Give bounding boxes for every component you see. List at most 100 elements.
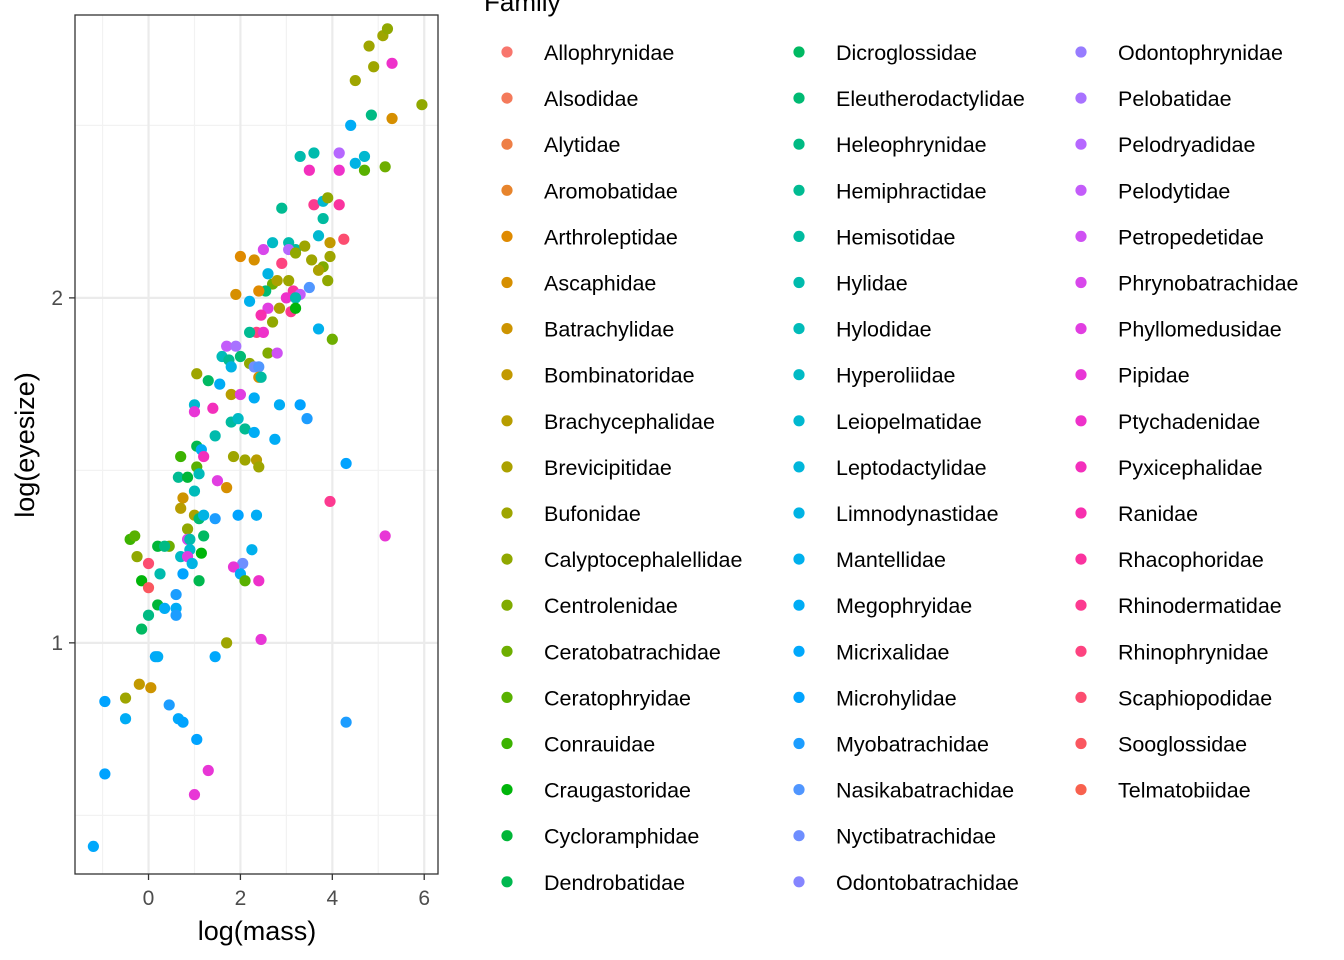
data-point bbox=[349, 157, 361, 169]
legend-label: Ceratobatrachidae bbox=[544, 640, 721, 664]
data-point bbox=[191, 368, 203, 380]
legend-key bbox=[501, 138, 513, 150]
legend-label: Hemisotidae bbox=[836, 225, 956, 249]
data-point bbox=[207, 402, 219, 414]
data-point bbox=[276, 257, 288, 269]
legend-label: Allophrynidae bbox=[544, 41, 674, 65]
legend-key bbox=[501, 507, 513, 519]
legend-key bbox=[793, 184, 805, 196]
legend: Allophrynidae Alsodidae Alytidae Aromobatid… bbox=[501, 41, 1298, 895]
data-point bbox=[312, 230, 325, 242]
x-tick-label: 4 bbox=[326, 887, 338, 910]
data-point bbox=[283, 275, 295, 287]
legend-label: Ascaphidae bbox=[544, 272, 656, 296]
legend-label: Rhacophoridae bbox=[1118, 548, 1264, 572]
legend-key bbox=[501, 230, 513, 242]
data-point bbox=[230, 288, 242, 301]
data-point bbox=[177, 568, 189, 580]
y-axis: 12 bbox=[51, 287, 75, 655]
data-point bbox=[145, 682, 157, 694]
data-point bbox=[152, 651, 164, 663]
data-point bbox=[175, 450, 187, 463]
legend-label: Brevicipitidae bbox=[544, 456, 672, 480]
legend-key bbox=[1075, 507, 1087, 519]
data-point bbox=[322, 192, 334, 204]
data-point bbox=[195, 547, 207, 559]
data-point bbox=[193, 575, 205, 587]
data-point bbox=[159, 602, 171, 614]
legend-label: Nasikabatrachidae bbox=[836, 779, 1014, 803]
data-point bbox=[379, 161, 391, 173]
data-point bbox=[221, 637, 233, 649]
legend-key bbox=[501, 461, 513, 473]
data-point bbox=[365, 109, 377, 121]
legend-label: Myobatrachidae bbox=[836, 733, 989, 757]
data-point bbox=[209, 430, 221, 442]
data-point bbox=[338, 233, 350, 245]
legend-key bbox=[793, 553, 805, 565]
legend-label: Phyllomedusidae bbox=[1118, 318, 1282, 342]
data-point bbox=[99, 768, 111, 780]
legend-label: Ranidae bbox=[1118, 502, 1198, 526]
data-point bbox=[358, 164, 371, 176]
legend-label: Aromobatidae bbox=[544, 179, 678, 203]
data-point bbox=[170, 609, 182, 621]
legend-label: Limnodynastidae bbox=[836, 502, 999, 526]
data-point bbox=[177, 716, 189, 728]
legend-label: Pelodryadidae bbox=[1118, 133, 1255, 157]
data-point bbox=[308, 199, 320, 211]
data-point bbox=[131, 551, 143, 563]
data-point bbox=[232, 413, 244, 425]
legend-key bbox=[501, 415, 513, 427]
legend-label: Petropedetidae bbox=[1118, 225, 1264, 249]
data-point bbox=[322, 275, 334, 287]
legend-key bbox=[501, 553, 513, 565]
data-point bbox=[239, 454, 251, 466]
legend-label: Calyptocephalellidae bbox=[544, 548, 742, 572]
data-point bbox=[184, 533, 196, 545]
data-point bbox=[234, 250, 247, 263]
data-point bbox=[214, 378, 226, 390]
legend-key bbox=[793, 230, 805, 242]
data-point bbox=[154, 568, 166, 580]
grid-major bbox=[75, 15, 438, 874]
legend-key bbox=[1075, 138, 1087, 150]
legend-label: Batrachylidae bbox=[544, 318, 674, 342]
data-point bbox=[159, 540, 171, 552]
data-point bbox=[294, 150, 306, 163]
legend-label: Hylodidae bbox=[836, 318, 932, 342]
data-point bbox=[253, 361, 265, 373]
legend-key bbox=[1075, 184, 1087, 196]
data-point bbox=[246, 544, 258, 556]
y-tick-label: 2 bbox=[51, 287, 63, 310]
legend-key bbox=[793, 369, 805, 381]
legend-key bbox=[793, 599, 805, 611]
legend-label: Alsodidae bbox=[544, 87, 638, 111]
legend-label: Centrolenidae bbox=[544, 594, 678, 618]
legend-label: Brachycephalidae bbox=[544, 410, 715, 434]
legend-label: Pyxicephalidae bbox=[1118, 456, 1263, 480]
data-point bbox=[234, 350, 247, 363]
data-point bbox=[255, 309, 267, 321]
legend-label: Megophryidae bbox=[836, 594, 972, 618]
legend-key bbox=[1075, 691, 1087, 704]
plot-border bbox=[74, 14, 439, 875]
data-point bbox=[202, 764, 214, 777]
legend-key bbox=[793, 830, 805, 842]
legend-label: Sooglossidae bbox=[1118, 733, 1247, 757]
data-point bbox=[248, 254, 260, 266]
data-point bbox=[255, 633, 267, 646]
data-point bbox=[324, 237, 336, 249]
legend-key bbox=[1075, 92, 1087, 104]
data-point bbox=[198, 509, 210, 521]
legend-label: Heleophrynidae bbox=[836, 133, 987, 157]
data-point bbox=[333, 199, 345, 211]
data-point bbox=[136, 623, 148, 635]
data-point bbox=[289, 302, 302, 314]
legend-label: Hylidae bbox=[836, 272, 908, 296]
legend-key bbox=[793, 415, 805, 427]
legend-key bbox=[1075, 645, 1087, 657]
data-point bbox=[324, 495, 336, 508]
data-point bbox=[255, 371, 267, 383]
data-point bbox=[358, 150, 371, 163]
